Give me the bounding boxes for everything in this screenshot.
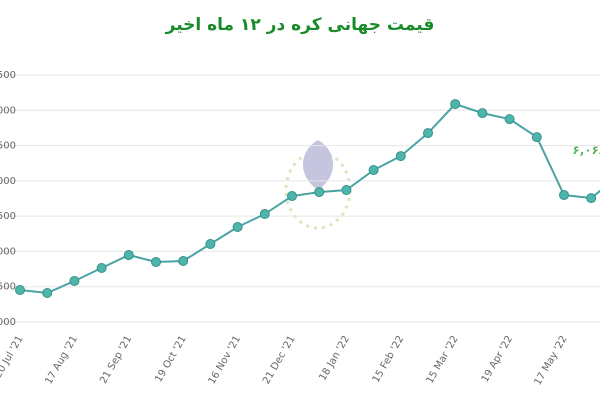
x-tick-label: 16 Nov '21	[207, 334, 244, 386]
x-tick-label: 21 Sep '21	[98, 334, 134, 386]
data-point	[368, 165, 379, 176]
x-tick-label: 20 Jul '21	[0, 334, 26, 380]
data-point	[69, 275, 80, 286]
chart-title: قیمت جهانی کره در ۱۲ ماه اخیر	[165, 15, 435, 35]
data-point	[504, 114, 515, 125]
data-point	[314, 187, 325, 198]
x-tick-label: 19 Oct '21	[153, 334, 188, 384]
data-point	[96, 263, 107, 274]
data-label: ۶,۰۶۸	[572, 143, 600, 157]
data-point	[450, 99, 461, 110]
x-tick-label: 18 Jan '22	[317, 334, 352, 383]
data-point	[151, 257, 161, 268]
data-point	[232, 222, 243, 233]
data-point	[559, 190, 569, 201]
data-point	[531, 132, 542, 143]
watermark	[284, 140, 352, 230]
data-point	[42, 287, 53, 298]
y-tick-label: 5,000	[0, 246, 16, 257]
x-tick-label: 17 May '22	[532, 334, 569, 387]
x-tick-label: 15 Feb '22	[371, 334, 407, 385]
y-tick-label: 4,500	[0, 282, 16, 293]
data-point	[178, 256, 189, 267]
y-tick-label: 6,500	[0, 141, 16, 152]
data-point	[205, 239, 216, 250]
data-point	[123, 250, 134, 261]
y-tick-label: 5,500	[0, 211, 16, 222]
x-tick-label: 15 Mar '22	[425, 334, 461, 386]
data-point	[341, 185, 352, 196]
data-point	[423, 128, 433, 139]
data-point	[287, 191, 297, 202]
data-point	[586, 193, 597, 204]
y-tick-label: 7,500	[0, 70, 16, 81]
y-tick-label: 7,000	[0, 105, 16, 116]
data-point	[15, 285, 25, 296]
series-line	[19, 102, 600, 295]
data-point	[395, 151, 406, 162]
x-tick-label: 19 Apr '22	[480, 334, 515, 384]
x-tick-label: 17 Aug '21	[43, 334, 80, 386]
y-tick-label: 4,000	[0, 317, 16, 328]
y-tick-label: 6,000	[0, 176, 16, 187]
x-tick-label: 21 Dec '21	[261, 334, 297, 386]
data-point	[259, 209, 270, 220]
data-point	[477, 108, 488, 119]
